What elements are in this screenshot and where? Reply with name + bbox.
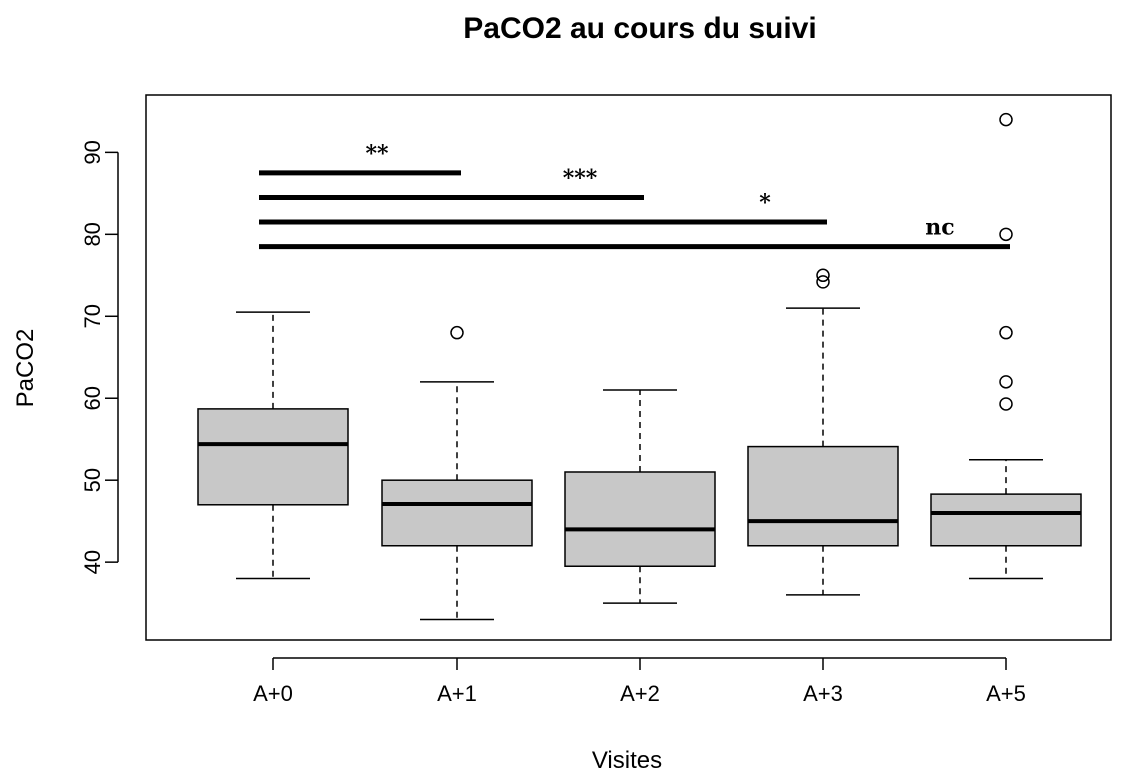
x-axis-label: Visites <box>592 747 662 773</box>
y-tick-label: 70 <box>80 304 105 328</box>
y-tick-label: 50 <box>80 468 105 492</box>
outlier-point <box>450 325 464 340</box>
significance-label: ** <box>365 141 389 167</box>
boxes-group <box>197 112 1082 621</box>
x-tick-label: A+2 <box>620 681 660 706</box>
x-axis: A+0 A+1 A+2 A+3 A+5 <box>253 657 1026 706</box>
x-tick-label: A+3 <box>803 681 843 706</box>
outlier-point <box>999 375 1013 389</box>
outlier-point <box>999 112 1013 127</box>
plot-frame <box>145 94 1112 641</box>
box-Aplus5 <box>930 112 1082 580</box>
x-tick-label: A+5 <box>986 681 1026 706</box>
box-Aplus1 <box>381 325 533 621</box>
iqr-box <box>197 408 349 506</box>
y-tick-label: 80 <box>80 222 105 246</box>
outlier-point <box>816 268 830 283</box>
outlier-point <box>999 397 1013 411</box>
box-Aplus3 <box>747 268 899 596</box>
x-tick-label: A+0 <box>253 681 293 706</box>
significance-group: ******nc <box>259 141 1010 250</box>
outlier-point <box>999 227 1013 242</box>
x-tick-label: A+1 <box>437 681 477 706</box>
outlier-point <box>999 325 1013 340</box>
y-tick-label: 90 <box>80 140 105 164</box>
iqr-box <box>564 471 716 567</box>
significance-label: nc <box>925 215 954 241</box>
significance-label: *** <box>563 165 598 191</box>
chart-title: PaCO2 au cours du suivi <box>463 12 816 45</box>
iqr-box <box>747 445 899 547</box>
y-axis-label: PaCO2 <box>12 329 39 408</box>
box-Aplus0 <box>197 311 349 580</box>
outlier-point <box>816 275 830 289</box>
y-axis: 40 50 60 70 80 90 <box>80 140 119 574</box>
y-tick-label: 60 <box>80 386 105 410</box>
y-tick-label: 40 <box>80 550 105 574</box>
iqr-box <box>930 493 1082 547</box>
significance-label: * <box>759 190 771 216</box>
iqr-box <box>381 479 533 547</box>
box-Aplus2 <box>564 389 716 604</box>
